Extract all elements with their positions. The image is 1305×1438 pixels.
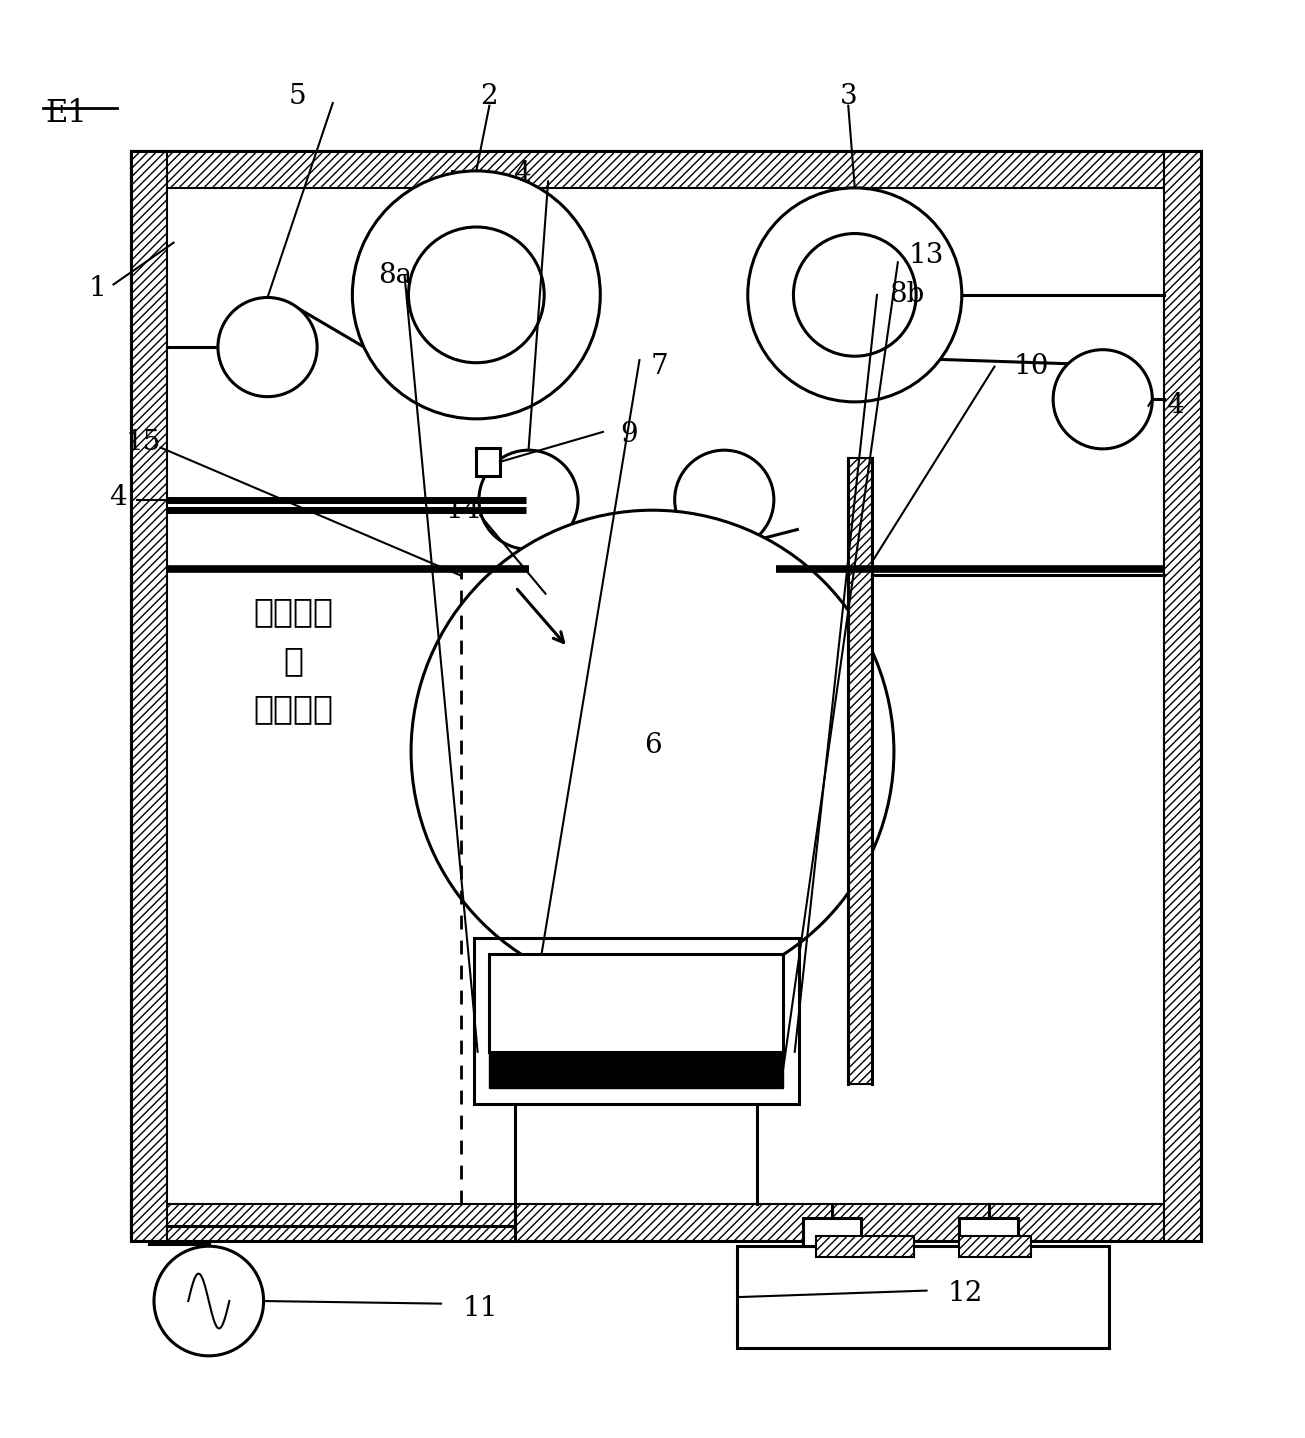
Text: 11: 11 [462,1296,499,1323]
Bar [476,447,500,476]
Bar [737,1247,1109,1347]
Bar [130,151,1201,1241]
Text: 9: 9 [620,421,638,449]
Bar [803,1218,861,1247]
Circle shape [408,227,544,362]
Circle shape [793,233,916,357]
Circle shape [1053,349,1152,449]
Text: 7: 7 [650,354,668,380]
Text: 8b: 8b [889,282,925,308]
Text: 8a: 8a [378,262,412,289]
Circle shape [479,450,578,549]
Bar [474,938,799,1104]
Bar [130,151,167,1241]
Bar [959,1218,1018,1247]
Text: 13: 13 [908,242,945,269]
Text: 6: 6 [643,732,662,759]
Text: 1: 1 [89,275,107,302]
Bar [959,1235,1031,1257]
Circle shape [352,171,600,418]
Text: 4: 4 [513,160,531,187]
Bar [848,457,872,1084]
Text: 10: 10 [1013,354,1049,380]
Bar [489,1051,783,1089]
Bar [816,1235,914,1257]
Bar [130,1205,1201,1241]
Text: 14: 14 [445,496,482,523]
Text: 15: 15 [125,429,162,456]
Bar [130,151,1201,188]
Circle shape [675,450,774,549]
Bar [489,953,783,1051]
Text: 3: 3 [839,83,857,111]
Text: 12: 12 [947,1280,984,1307]
Circle shape [748,188,962,401]
Circle shape [411,510,894,994]
Text: 4: 4 [108,483,127,510]
Text: 2: 2 [480,83,499,111]
Bar [1164,151,1201,1241]
Text: 长条基材
的
输送方向: 长条基材 的 输送方向 [253,595,334,725]
Circle shape [218,298,317,397]
Circle shape [154,1247,264,1356]
Text: 4: 4 [1165,393,1184,420]
Text: E1: E1 [46,98,87,129]
Text: 5: 5 [288,83,307,111]
